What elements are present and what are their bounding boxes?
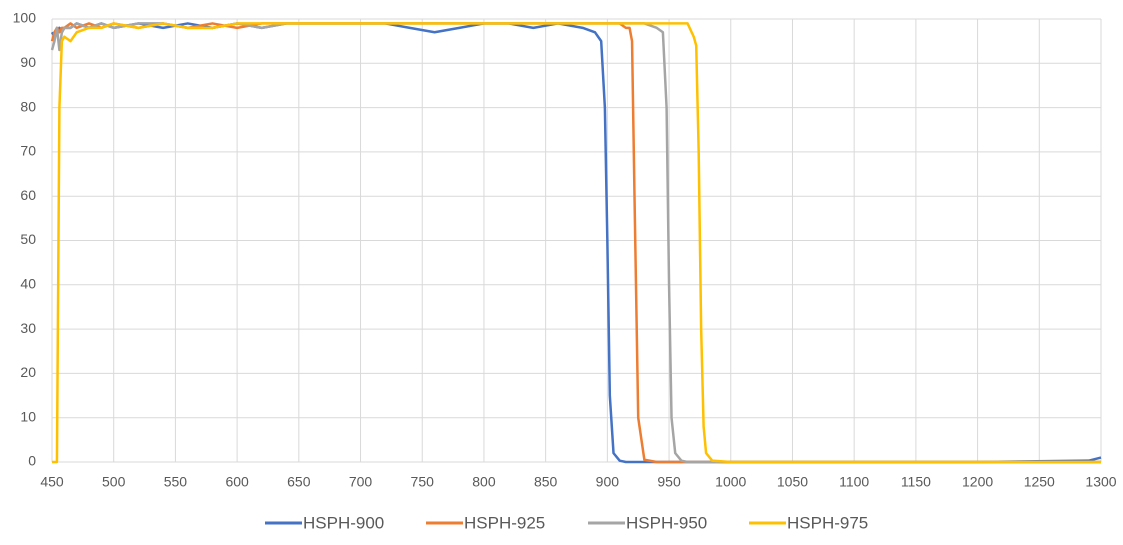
x-tick-label: 500 bbox=[102, 474, 126, 490]
series-line bbox=[50, 22, 1101, 464]
legend-label: HSPH-950 bbox=[626, 513, 707, 532]
y-tick-label: 0 bbox=[28, 453, 36, 469]
x-tick-label: 1100 bbox=[839, 474, 869, 490]
x-tick-label: 750 bbox=[411, 474, 435, 490]
x-tick-label: 600 bbox=[225, 474, 249, 490]
y-tick-label: 90 bbox=[20, 54, 36, 70]
y-tick-label: 70 bbox=[20, 143, 36, 159]
y-tick-label: 20 bbox=[20, 364, 36, 380]
series-line bbox=[50, 22, 1102, 464]
x-tick-label: 1300 bbox=[1085, 474, 1116, 490]
x-tick-label: 550 bbox=[164, 474, 188, 490]
x-tick-label: 450 bbox=[40, 474, 64, 490]
y-tick-label: 60 bbox=[20, 187, 36, 203]
x-tick-label: 850 bbox=[534, 474, 558, 490]
x-tick-label: 1200 bbox=[962, 474, 993, 490]
legend-label: HSPH-925 bbox=[464, 513, 545, 532]
x-tick-label: 950 bbox=[657, 474, 681, 490]
x-tick-label: 650 bbox=[287, 474, 311, 490]
legend-label: HSPH-975 bbox=[787, 513, 868, 532]
x-tick-label: 1000 bbox=[715, 474, 746, 490]
legend-label: HSPH-900 bbox=[303, 513, 384, 532]
x-tick-label: 1050 bbox=[777, 474, 808, 490]
y-tick-label: 10 bbox=[20, 408, 36, 424]
series-line bbox=[52, 22, 1101, 464]
x-tick-label: 800 bbox=[472, 474, 496, 490]
series-line bbox=[50, 22, 1101, 464]
x-tick-label: 900 bbox=[596, 474, 620, 490]
y-tick-label: 50 bbox=[20, 231, 36, 247]
x-tick-label: 1150 bbox=[901, 474, 931, 490]
y-tick-label: 100 bbox=[13, 10, 37, 26]
x-tick-label: 700 bbox=[349, 474, 373, 490]
y-tick-label: 80 bbox=[20, 98, 36, 114]
y-tick-label: 40 bbox=[20, 276, 36, 292]
x-tick-label: 1250 bbox=[1024, 474, 1055, 490]
y-tick-label: 30 bbox=[20, 320, 36, 336]
